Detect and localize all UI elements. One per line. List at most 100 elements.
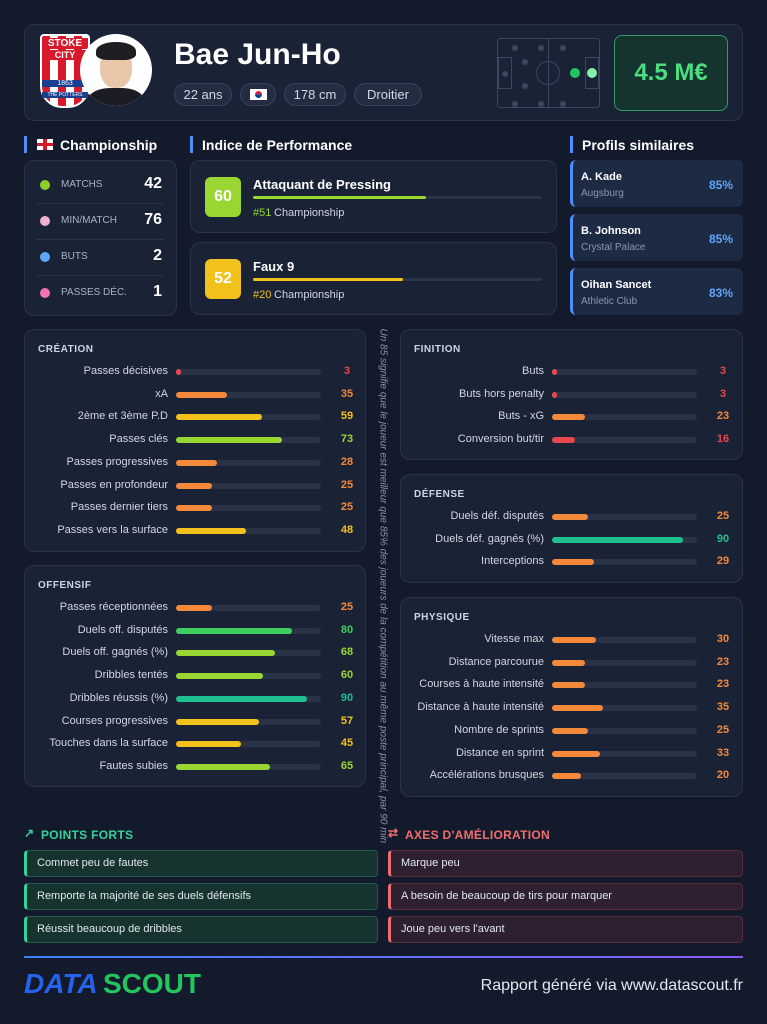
similarity: 83% — [708, 286, 733, 300]
list-title: AXES D'AMÉLIORATION — [405, 828, 551, 842]
similar-name: B. Johnson — [581, 225, 641, 237]
bar — [552, 659, 586, 666]
bar — [176, 627, 292, 634]
pos-dot — [570, 68, 580, 78]
pill: 22 ans — [174, 83, 232, 106]
bar-track — [176, 505, 321, 512]
stat-icon — [40, 216, 50, 226]
row-label: Passes réceptionnées — [59, 601, 168, 613]
section-bar — [190, 136, 193, 153]
row-value: 3 — [343, 365, 351, 377]
row-label: Touches dans la surface — [49, 737, 168, 750]
score-badge: 60 — [205, 177, 241, 217]
pitch-circle — [536, 61, 560, 85]
row-label: Distance en sprint — [455, 746, 544, 759]
stat-value: 76 — [144, 211, 162, 228]
list-item: Remporte la majorité de ses duels défens… — [24, 883, 378, 910]
bar — [552, 705, 603, 712]
stat-value: 42 — [144, 175, 162, 192]
bar — [176, 482, 213, 489]
row-label: xA — [155, 387, 168, 400]
pitch-dot — [538, 101, 544, 107]
row-value: 73 — [340, 433, 354, 446]
separator — [36, 203, 164, 204]
row-label: 2ème et 3ème P.D — [77, 410, 168, 423]
list-item: Marque peu — [388, 850, 743, 877]
list-icon: ⇄ — [388, 826, 399, 840]
row-label: Conversion but/tir — [457, 433, 544, 446]
row-label: Dribbles tentés — [94, 669, 168, 682]
bar-track — [552, 637, 697, 643]
bar-track — [176, 369, 321, 375]
pitch-box — [498, 57, 512, 89]
pitch-dot — [538, 45, 544, 51]
list-title: POINTS FORTS — [41, 828, 134, 842]
note: Un 85 signifie que le joueur est meilleu… — [377, 328, 389, 844]
bar — [552, 369, 557, 375]
photo-hair — [96, 42, 136, 60]
panel-title: CRÉATION — [38, 344, 94, 355]
row-value: 29 — [716, 555, 730, 568]
similarity: 85% — [708, 232, 733, 246]
row-value: 57 — [340, 714, 354, 727]
bar — [552, 391, 557, 398]
row-value: 20 — [716, 769, 730, 782]
row-value: 33 — [716, 746, 730, 759]
pitch-dot — [522, 59, 528, 65]
bar — [176, 527, 246, 534]
bar-track — [552, 369, 697, 375]
perf-bar — [253, 196, 427, 199]
list-item: Commet peu de fautes — [24, 850, 378, 877]
bar — [176, 673, 263, 680]
row-value: 65 — [340, 759, 354, 772]
bar — [552, 773, 581, 780]
row-value: 23 — [716, 655, 730, 668]
bar — [552, 514, 589, 520]
row-value: 23 — [716, 410, 730, 423]
list-icon: ↗ — [24, 826, 35, 840]
bar — [176, 650, 275, 657]
bar-track — [176, 741, 321, 748]
bar-track — [552, 559, 697, 566]
flag-pill — [240, 83, 276, 106]
similarity: 85% — [708, 178, 733, 192]
similar-club: Athletic Club — [581, 296, 638, 307]
bar-track — [552, 705, 697, 712]
bar — [552, 414, 586, 421]
bar-track — [176, 391, 321, 398]
separator — [36, 239, 164, 240]
bar — [176, 459, 217, 466]
stat-value: 1 — [153, 283, 162, 300]
bar — [552, 682, 586, 689]
bar-track — [552, 391, 697, 398]
row-value: 35 — [340, 387, 354, 400]
row-value: 80 — [340, 623, 354, 636]
row-value: 45 — [340, 737, 354, 750]
bar — [176, 391, 227, 398]
bar-track — [176, 482, 321, 489]
badge-text: CITY — [42, 50, 88, 60]
pitch-dot — [512, 101, 518, 107]
bar — [176, 718, 259, 725]
row-label: Vitesse max — [484, 633, 544, 645]
list-item: A besoin de beaucoup de tirs pour marque… — [388, 883, 743, 910]
row-value: 25 — [716, 723, 730, 736]
row-label: Duels off. disputés — [77, 623, 168, 636]
logo: SCOUT — [103, 968, 201, 999]
bar-track — [552, 414, 697, 421]
row-value: 59 — [340, 410, 354, 423]
player-name: Bae Jun-Ho — [174, 38, 341, 71]
row-value: 30 — [716, 633, 730, 645]
bar — [552, 750, 600, 757]
pitch-dot — [522, 83, 528, 89]
bar — [176, 695, 307, 702]
row-label: Buts hors penalty — [459, 387, 544, 400]
row-value: 23 — [716, 678, 730, 691]
bar — [552, 536, 683, 543]
pitch-box — [585, 57, 599, 89]
panel-title: FINITION — [414, 344, 461, 355]
photo-shirt — [88, 88, 144, 106]
footer-text: Rapport généré via www.datascout.fr — [480, 977, 743, 994]
panel-title: PHYSIQUE — [414, 612, 470, 623]
